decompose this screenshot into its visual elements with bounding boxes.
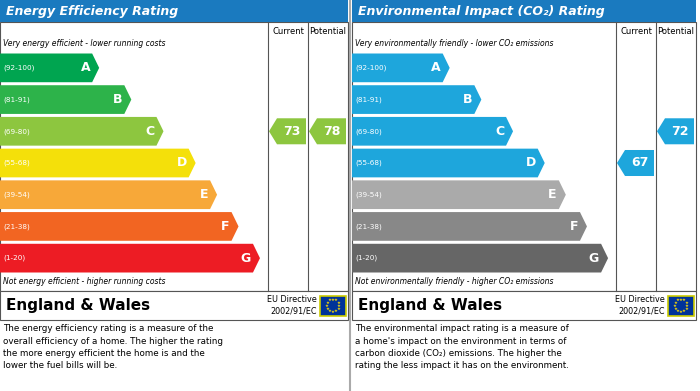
Text: 78: 78 [323,125,340,138]
Text: ★: ★ [685,301,688,305]
Text: A: A [431,61,441,74]
Text: (1-20): (1-20) [3,255,25,262]
Polygon shape [352,244,608,273]
Text: ★: ★ [337,303,341,307]
Text: ★: ★ [328,298,332,302]
Text: F: F [570,220,578,233]
Text: Not environmentally friendly - higher CO₂ emissions: Not environmentally friendly - higher CO… [355,278,554,287]
Text: B: B [113,93,122,106]
Text: Energy Efficiency Rating: Energy Efficiency Rating [6,5,178,18]
Text: E: E [548,188,556,201]
Polygon shape [309,118,346,144]
Text: ★: ★ [673,303,677,307]
Bar [352,22,696,291]
Text: (81-91): (81-91) [355,96,382,103]
Text: B: B [463,93,473,106]
Polygon shape [657,118,694,144]
Text: EU Directive
2002/91/EC: EU Directive 2002/91/EC [615,295,665,316]
Text: ★: ★ [328,309,332,313]
Text: Current: Current [620,27,652,36]
Text: ★: ★ [331,310,335,314]
Text: (21-38): (21-38) [355,223,382,230]
Polygon shape [0,149,195,178]
Polygon shape [0,180,217,209]
Text: 73: 73 [283,125,300,138]
Text: ★: ★ [674,307,678,310]
Text: C: C [146,125,155,138]
Polygon shape [352,117,513,145]
Text: ★: ★ [676,298,680,302]
Text: The environmental impact rating is a measure of
a home's impact on the environme: The environmental impact rating is a mea… [355,324,569,371]
Polygon shape [0,54,99,82]
Polygon shape [0,212,239,241]
Text: ★: ★ [325,303,329,307]
Text: (69-80): (69-80) [355,128,382,135]
Text: ★: ★ [679,310,683,314]
Text: (1-20): (1-20) [355,255,377,262]
Text: England & Wales: England & Wales [358,298,502,313]
Bar [0,291,348,320]
Text: ★: ★ [334,309,338,313]
Bar [352,291,696,320]
Text: (21-38): (21-38) [3,223,29,230]
Text: (69-80): (69-80) [3,128,29,135]
Polygon shape [352,54,449,82]
Text: Environmental Impact (CO₂) Rating: Environmental Impact (CO₂) Rating [358,5,605,18]
Text: A: A [80,61,90,74]
Text: D: D [176,156,187,170]
Text: ★: ★ [685,303,689,307]
Bar [0,0,348,22]
Text: 72: 72 [671,125,688,138]
Bar [0,22,348,291]
Text: ★: ★ [682,298,686,302]
Text: 67: 67 [631,156,648,170]
Text: Very energy efficient - lower running costs: Very energy efficient - lower running co… [3,39,165,48]
Text: ★: ★ [682,309,686,313]
Text: EU Directive
2002/91/EC: EU Directive 2002/91/EC [267,295,317,316]
Polygon shape [0,85,132,114]
Text: G: G [241,252,251,265]
Text: (55-68): (55-68) [3,160,29,166]
Polygon shape [0,117,164,145]
Bar [352,0,696,22]
Polygon shape [269,118,306,144]
Text: C: C [495,125,504,138]
Text: (92-100): (92-100) [355,65,386,71]
Text: (81-91): (81-91) [3,96,29,103]
Polygon shape [352,180,566,209]
Text: (55-68): (55-68) [355,160,382,166]
Text: Potential: Potential [657,27,694,36]
Text: The energy efficiency rating is a measure of the
overall efficiency of a home. T: The energy efficiency rating is a measur… [3,324,223,371]
Text: (39-54): (39-54) [3,192,29,198]
Text: G: G [589,252,599,265]
Polygon shape [352,85,482,114]
Text: ★: ★ [676,309,680,313]
Text: England & Wales: England & Wales [6,298,150,313]
Text: ★: ★ [336,301,340,305]
Text: ★: ★ [674,301,678,305]
Polygon shape [352,149,545,178]
Text: ★: ★ [685,307,688,310]
Polygon shape [352,212,587,241]
Text: (92-100): (92-100) [3,65,34,71]
Text: Very environmentally friendly - lower CO₂ emissions: Very environmentally friendly - lower CO… [355,39,554,48]
Polygon shape [0,244,260,273]
Polygon shape [617,150,654,176]
Text: (39-54): (39-54) [355,192,382,198]
Text: ★: ★ [334,298,338,302]
Bar [320,296,346,316]
Text: ★: ★ [326,307,330,310]
Text: Potential: Potential [309,27,346,36]
Text: ★: ★ [679,298,683,301]
Bar [668,296,694,316]
Text: ★: ★ [331,298,335,301]
Text: F: F [221,220,230,233]
Text: Not energy efficient - higher running costs: Not energy efficient - higher running co… [3,278,165,287]
Text: ★: ★ [336,307,340,310]
Text: ★: ★ [326,301,330,305]
Text: E: E [199,188,208,201]
Text: Current: Current [272,27,304,36]
Text: D: D [526,156,536,170]
